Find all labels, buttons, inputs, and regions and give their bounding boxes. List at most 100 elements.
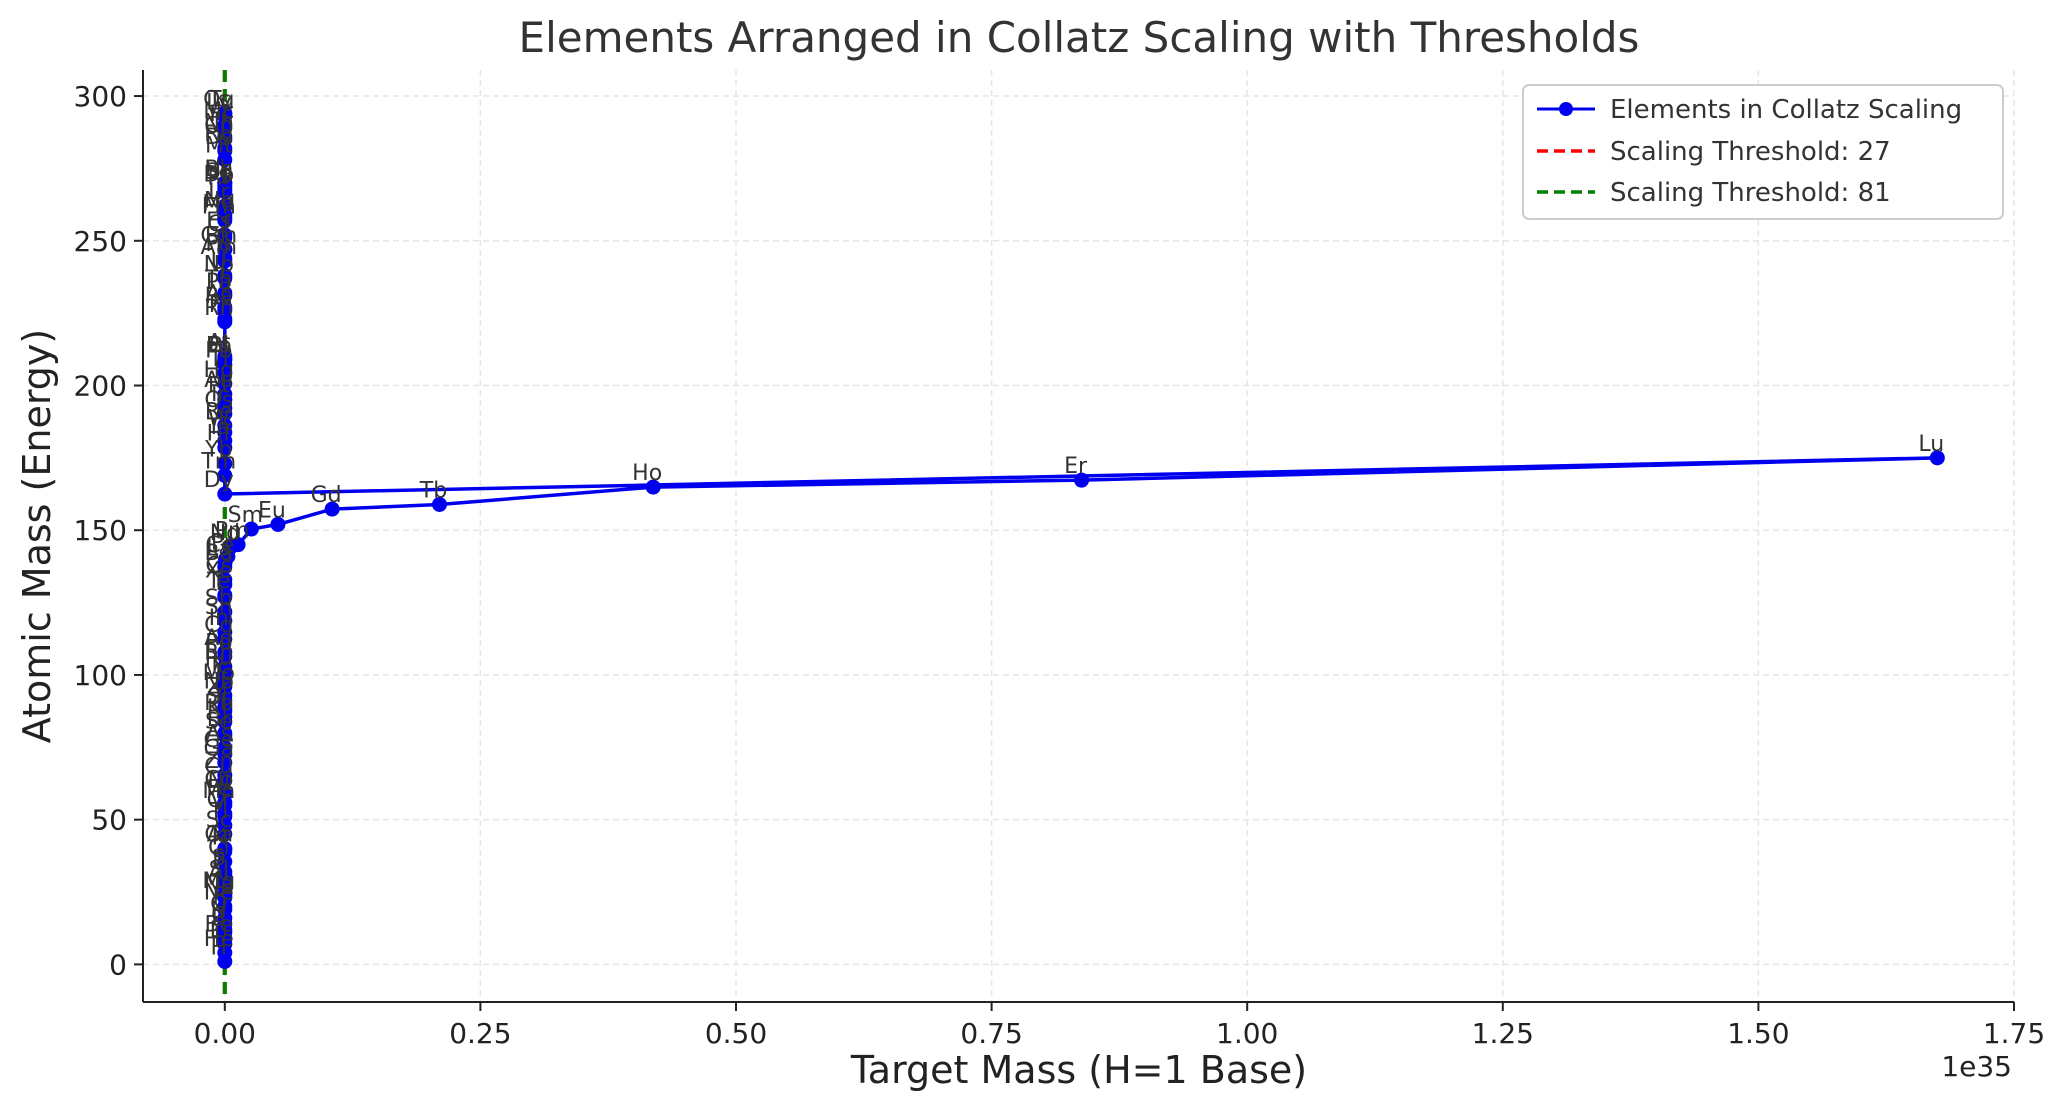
legend-threshold-81-label: Scaling Threshold: 81: [1610, 178, 1891, 208]
point-label: Eu: [258, 498, 286, 523]
point-label: Bk: [205, 223, 233, 248]
y-tick-label: 200: [74, 369, 127, 402]
data-point: [217, 376, 233, 392]
point-label: Th: [204, 267, 232, 292]
point-label: Hg: [204, 358, 235, 383]
x-tick-label: 1.50: [1727, 1017, 1789, 1050]
data-point: [217, 841, 233, 857]
point-label: Mg: [202, 869, 235, 894]
point-label: Dy: [204, 468, 234, 493]
point-label: H: [211, 935, 228, 960]
data-point: [217, 288, 233, 304]
point-label: Fr: [209, 293, 230, 318]
point-label: Ne: [204, 880, 234, 905]
point-label: Pd: [205, 630, 232, 655]
point-label: Mo: [203, 661, 235, 686]
data-point: [1074, 472, 1090, 488]
point-label: Tb: [419, 478, 447, 503]
point-label: Rg: [204, 122, 233, 147]
data-point: [217, 644, 233, 660]
data-point: [217, 740, 233, 756]
point-label: Br: [207, 707, 232, 732]
point-label: U: [211, 250, 227, 275]
point-label: He: [204, 927, 234, 952]
point-label: Fl: [209, 102, 228, 127]
point-label: Gd: [311, 483, 342, 508]
data-point: [217, 175, 233, 191]
data-point: [217, 589, 233, 605]
point-label: Se: [205, 710, 233, 735]
point-label: Sb: [205, 586, 233, 611]
point-label: Sr: [207, 685, 231, 710]
y-tick-label: 250: [74, 225, 127, 258]
x-tick-label: 1.00: [1216, 1017, 1278, 1050]
point-label: Sg: [205, 160, 233, 185]
x-ticks: 0.00 0.25 0.50 0.75 1.00 1.25 1.50 1.75: [194, 1002, 2045, 1050]
point-label: Zn: [204, 749, 233, 774]
point-label: Ir: [211, 382, 227, 407]
point-label: Rf: [207, 166, 231, 191]
point-label: K: [212, 825, 227, 850]
point-label: Pu: [205, 232, 232, 257]
x-axis-title: Target Mass (H=1 Base): [850, 1048, 1307, 1092]
axes: [142, 70, 2014, 1003]
point-label: Xe: [205, 558, 233, 583]
point-label: La: [206, 536, 232, 561]
point-label: Te: [206, 569, 230, 594]
legend-box: [1522, 84, 2004, 220]
point-label: Al: [208, 860, 229, 885]
point-label: F: [212, 883, 225, 908]
point-label: Pr: [211, 531, 234, 556]
data-point: [217, 572, 233, 588]
point-label: Cs: [205, 554, 232, 579]
point-label: Na: [204, 872, 234, 897]
point-label: Bi: [208, 333, 229, 358]
point-label: Pt: [208, 374, 230, 399]
data-point: [217, 241, 233, 257]
point-label: Nb: [204, 669, 234, 694]
point-label: No: [204, 189, 234, 214]
point-label: Rn: [204, 296, 233, 321]
point-label: P: [212, 849, 225, 874]
point-label: Md: [202, 192, 235, 217]
data-point: [217, 417, 233, 433]
legend-series-label: Elements in Collatz Scaling: [1610, 95, 1962, 125]
point-label: N: [211, 898, 227, 923]
data-point: [217, 624, 233, 640]
data-point: [230, 537, 246, 553]
data-point: [217, 604, 233, 620]
point-label: I: [216, 571, 223, 596]
point-label: Tc: [207, 655, 230, 680]
point-label: Cu: [204, 755, 233, 780]
point-label: Pm: [215, 519, 250, 544]
point-label: Np: [204, 252, 234, 277]
y-tick-label: 300: [74, 80, 127, 113]
point-label: Ca: [204, 823, 233, 848]
point-label: Lu: [1918, 432, 1944, 457]
y-tick-label: 0: [109, 948, 127, 981]
point-label: Sm: [228, 503, 263, 528]
point-label: Cd: [204, 613, 233, 638]
point-label: Es: [206, 209, 231, 234]
point-label: Hf: [207, 422, 233, 447]
data-point: [217, 299, 233, 315]
point-label: B: [211, 907, 226, 932]
point-label: Cl: [208, 836, 229, 861]
point-label: Fm: [202, 195, 236, 220]
data-point: [217, 270, 233, 286]
y-axis-title: Atomic Mass (Energy): [15, 329, 59, 743]
data-point: [217, 456, 233, 472]
data-point: [431, 496, 447, 512]
point-label: Sc: [206, 808, 232, 833]
point-label: Ta: [206, 415, 230, 440]
chart-title: Elements Arranged in Collatz Scaling wit…: [519, 13, 1640, 62]
point-label: Ho: [632, 461, 662, 486]
data-point: [217, 198, 233, 214]
point-label: Db: [203, 163, 234, 188]
point-label: Lr: [208, 180, 230, 205]
point-label: Sn: [205, 595, 233, 620]
point-label: Ra: [205, 284, 233, 309]
point-label: Po: [206, 333, 232, 358]
y-tick-label: 150: [74, 514, 127, 547]
point-label: Pa: [206, 270, 232, 295]
